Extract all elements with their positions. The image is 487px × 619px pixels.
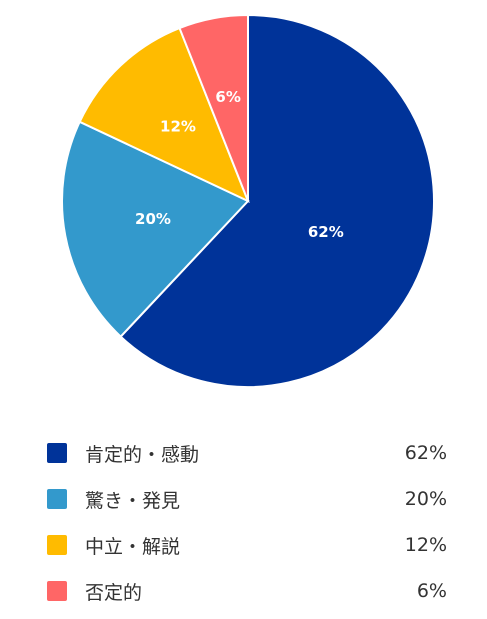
pie-slice [61,120,250,339]
pie-slice [178,13,249,202]
legend-item: 驚き・発見 20% [47,476,447,522]
pie-slice [78,26,250,203]
pie-slice [119,13,435,388]
legend-label: 中立・解説 [85,535,181,558]
slice-value-label: 20% [135,210,171,228]
legend-label: 否定的 [85,581,143,604]
legend: 肯定的・感動 62% 驚き・発見 20% 中立・解説 12% 否定的 6% [47,430,447,614]
legend-value: 62% [404,442,447,464]
legend-swatch [47,581,67,601]
legend-label: 驚き・発見 [85,489,181,512]
pie-plot-area: 62% 20% 12% 6% [61,13,435,388]
legend-value: 6% [416,580,447,602]
slice-value-label: 12% [160,117,196,135]
legend-value: 12% [404,534,447,556]
legend-swatch [47,489,67,509]
legend-swatch [47,443,67,463]
legend-item: 肯定的・感動 62% [47,430,447,476]
legend-item: 中立・解説 12% [47,522,447,568]
legend-item: 否定的 6% [47,568,447,614]
slice-value-label: 62% [308,223,344,241]
legend-value: 20% [404,488,447,510]
slice-value-label: 6% [215,88,240,106]
legend-label: 肯定的・感動 [85,443,200,466]
legend-swatch [47,535,67,555]
